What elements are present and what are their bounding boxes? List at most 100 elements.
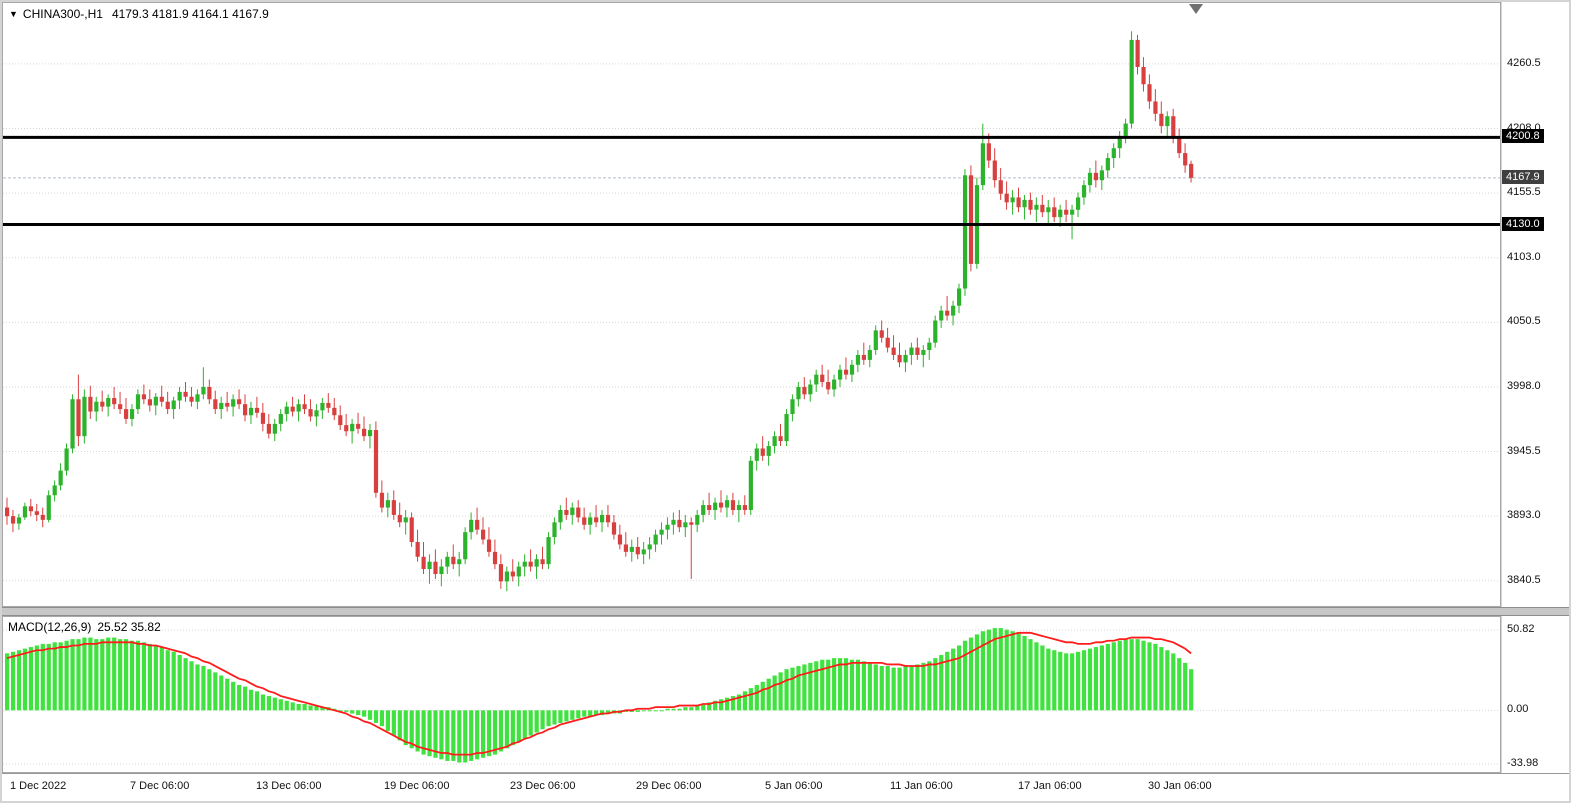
candle-body xyxy=(594,517,599,523)
macd-histogram-bar xyxy=(719,699,724,711)
candle-body xyxy=(46,495,51,520)
candle-body xyxy=(689,522,694,525)
candle-body xyxy=(933,320,938,343)
candle-body xyxy=(1183,153,1188,166)
chart-header: ▼ CHINA300-,H1 4179.3 4181.9 4164.1 4167.9 xyxy=(9,7,269,21)
candle-body xyxy=(82,396,87,437)
macd-histogram-bar xyxy=(653,710,658,712)
candle-body xyxy=(891,347,896,355)
candle-body xyxy=(1147,84,1152,102)
price-tick-label: 3893.0 xyxy=(1507,509,1541,522)
candle-body xyxy=(957,288,962,306)
candle-body xyxy=(998,180,1003,194)
candle-body xyxy=(76,399,81,437)
macd-histogram-bar xyxy=(159,647,164,711)
macd-histogram-bar xyxy=(481,710,486,758)
ohlc-values: 4179.3 4181.9 4164.1 4167.9 xyxy=(111,7,269,21)
candle-body xyxy=(129,409,135,419)
macd-histogram-bar xyxy=(362,710,367,717)
macd-histogram-bar xyxy=(594,710,599,716)
macd-histogram-bar xyxy=(843,658,849,711)
macd-histogram-bar xyxy=(469,710,474,761)
price-chart-panel[interactable]: ▼ CHINA300-,H1 4179.3 4181.9 4164.1 4167.9 xyxy=(2,2,1501,607)
macd-histogram-bar xyxy=(796,666,801,711)
candle-body xyxy=(647,544,652,550)
macd-histogram-bar xyxy=(350,710,355,714)
price-axis[interactable]: 4260.5 4208.0 4155.5 4103.0 4050.5 3998.0 3945… xyxy=(1502,2,1569,607)
panel-splitter[interactable] xyxy=(2,607,1569,616)
macd-histogram-bar xyxy=(284,700,289,711)
candle-body xyxy=(1022,199,1027,208)
macd-histogram-bar xyxy=(5,653,10,711)
macd-histogram-bar xyxy=(802,664,807,711)
macd-histogram-bar xyxy=(219,675,224,711)
price-tick-label: 4050.5 xyxy=(1507,315,1541,328)
candle-body xyxy=(409,517,414,543)
time-axis[interactable]: 1 Dec 2022 7 Dec 06:00 13 Dec 06:00 19 Dec … xyxy=(2,773,1569,801)
hline-price-label[interactable]: 4200.8 xyxy=(1502,129,1544,144)
candle-body xyxy=(796,386,801,400)
macd-histogram-bar xyxy=(1129,639,1134,711)
macd-histogram-bar xyxy=(302,703,307,711)
macd-histogram-bar xyxy=(296,703,301,711)
candle-body xyxy=(118,404,123,410)
candle-body xyxy=(1064,209,1069,215)
macd-tick-label: 0.00 xyxy=(1507,703,1529,716)
candle-body xyxy=(1117,135,1122,149)
macd-histogram-bar xyxy=(760,681,765,711)
macd-histogram-bar xyxy=(861,661,866,711)
candle-body xyxy=(790,399,795,415)
candle-body xyxy=(1034,204,1039,210)
candle-body xyxy=(570,507,575,515)
macd-histogram-bar xyxy=(106,637,111,711)
macd-histogram-bar xyxy=(647,710,652,712)
macd-histogram-bar xyxy=(570,710,575,720)
macd-histogram-bar xyxy=(724,697,730,711)
candle-body xyxy=(826,382,831,390)
macd-histogram-bar xyxy=(951,648,956,711)
candle-body xyxy=(486,539,492,552)
candle-body xyxy=(94,401,99,412)
candle-body xyxy=(951,305,956,316)
candle-body xyxy=(22,506,28,518)
macd-histogram-bar xyxy=(534,710,539,733)
macd-histogram-bar xyxy=(46,643,51,711)
candle-body xyxy=(677,519,682,528)
macd-panel[interactable]: MACD(12,26,9) 25.52 35.82 xyxy=(2,616,1501,773)
hline-price-label[interactable]: 4130.0 xyxy=(1502,216,1544,231)
macd-histogram-bar xyxy=(421,710,426,755)
macd-histogram-bar xyxy=(701,703,706,711)
macd-histogram-bar xyxy=(695,705,700,711)
macd-histogram-bar xyxy=(968,637,974,711)
macd-histogram-bar xyxy=(1135,639,1140,711)
candle-body xyxy=(838,369,843,380)
macd-histogram-bar xyxy=(22,648,28,711)
macd-signal-line xyxy=(6,631,1192,756)
macd-histogram-bar xyxy=(891,667,896,711)
macd-histogram-bar xyxy=(290,702,295,711)
collapse-arrow-icon[interactable]: ▼ xyxy=(9,9,18,19)
time-tick-label: 17 Jan 06:00 xyxy=(1018,780,1082,792)
macd-histogram-bar xyxy=(962,640,968,711)
macd-histogram-bar xyxy=(939,654,944,711)
macd-header: MACD(12,26,9) 25.52 35.82 xyxy=(8,620,161,634)
candle-body xyxy=(64,448,69,471)
candle-body xyxy=(373,430,379,493)
candle-body xyxy=(344,425,349,432)
macd-histogram-bar xyxy=(177,654,182,711)
candle-body xyxy=(5,507,10,517)
candle-body xyxy=(326,402,331,408)
macd-histogram-bar xyxy=(1153,643,1158,711)
candle-body xyxy=(1111,148,1116,159)
candle-body xyxy=(1093,172,1099,181)
candle-body xyxy=(665,524,670,530)
macd-histogram-bar xyxy=(397,710,402,741)
candle-body xyxy=(243,404,248,416)
candle-body xyxy=(611,522,617,535)
macd-histogram-bar xyxy=(635,710,640,712)
chart-shift-marker-icon[interactable] xyxy=(1189,4,1203,14)
macd-value-axis[interactable]: 50.82 0.00 -33.98 xyxy=(1502,616,1569,773)
candle-body xyxy=(1087,172,1093,186)
symbol-timeframe: CHINA300-,H1 xyxy=(22,7,103,21)
